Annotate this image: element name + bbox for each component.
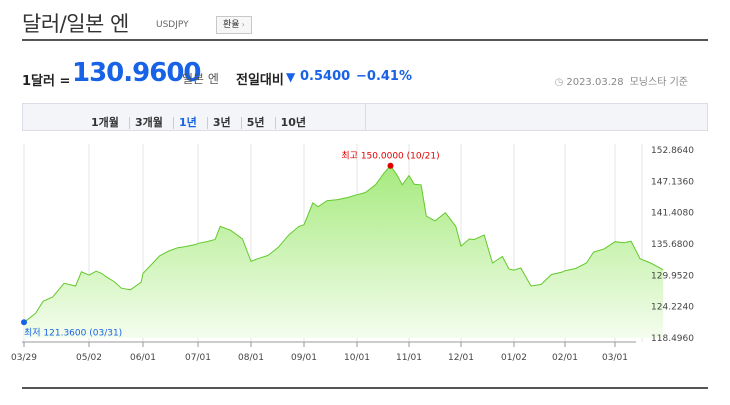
exchange-button[interactable]: 환율 › xyxy=(216,16,252,34)
rate-area xyxy=(24,165,664,338)
max-point-marker xyxy=(387,162,394,169)
max-annotation: 최고 150.0000 (10/21) xyxy=(341,151,439,162)
y-tick-label: 124.2240 xyxy=(651,303,694,313)
x-tick-label: 10/01 xyxy=(344,353,370,363)
tab-1-year[interactable]: 1년 xyxy=(173,117,202,129)
down-arrow-icon: ▼ xyxy=(286,70,296,84)
min-annotation: 최저 121.3600 (03/31) xyxy=(24,327,122,338)
as-of-info: ◷ 2023.03.28 모닝스타 기준 xyxy=(555,73,688,88)
page-title: 달러/일본 엔 xyxy=(22,12,129,36)
x-tick-label: 02/01 xyxy=(552,353,578,363)
x-axis: 03/29 05/02 06/01 07/01 08/01 09/01 10/01 11/01… xyxy=(11,342,628,363)
bottom-divider xyxy=(22,387,708,389)
rate-line xyxy=(23,164,664,323)
tab-3-years[interactable]: 3년 xyxy=(206,117,236,129)
title-row: 달러/일본 엔 USDJPY 환율 › xyxy=(22,8,708,38)
y-tick-label: 141.4080 xyxy=(651,209,694,219)
period-tab-list: 1개월 3개월 1년 3년 5년 10년 xyxy=(91,111,311,130)
tab-1-month[interactable]: 1개월 xyxy=(91,116,119,129)
x-tick-label: 06/01 xyxy=(130,353,156,363)
y-tick-label: 118.4960 xyxy=(651,334,694,344)
x-tick-label: 08/01 xyxy=(238,353,264,363)
x-tick-label: 03/29 xyxy=(11,353,37,363)
tab-10-years[interactable]: 10년 xyxy=(274,117,311,129)
y-tick-label: 135.6800 xyxy=(651,240,694,250)
y-tick-label: 129.9520 xyxy=(651,271,694,281)
as-of-date: 2023.03.28 xyxy=(566,77,624,88)
x-tick-label: 01/02 xyxy=(501,353,527,363)
as-of-note: 모닝스타 기준 xyxy=(629,77,688,88)
clock-icon: ◷ xyxy=(554,77,564,88)
rate-prefix: 1달러 = xyxy=(22,74,71,89)
min-point-marker xyxy=(21,319,27,326)
change-percent: −0.41% xyxy=(356,69,412,84)
ticker-symbol: USDJPY xyxy=(156,20,189,30)
period-tabs: 1개월 3개월 1년 3년 5년 10년 xyxy=(22,103,708,131)
rate-unit: 일본 엔 xyxy=(182,72,219,86)
exchange-button-label: 환율 xyxy=(223,20,240,30)
tabs-divider xyxy=(365,104,366,130)
x-tick-label: 03/01 xyxy=(602,353,628,363)
x-tick-label: 07/01 xyxy=(185,353,211,363)
exchange-rate-chart: 152.8640 147.1360 141.4080 135.6800 129.9520… xyxy=(11,144,694,363)
x-tick-label: 12/01 xyxy=(448,353,474,363)
rate-row: 1달러 = 130.9600 일본 엔 전일대비 ▼ 0.5400 −0.41%… xyxy=(22,58,708,90)
y-tick-label: 147.1360 xyxy=(651,177,694,187)
chevron-right-icon: › xyxy=(241,20,245,29)
x-tick-label: 09/01 xyxy=(291,353,317,363)
tab-3-months[interactable]: 3개월 xyxy=(129,117,168,129)
x-tick-label: 11/01 xyxy=(396,353,422,363)
x-tick-label: 05/02 xyxy=(76,353,102,363)
change-value: 0.5400 xyxy=(300,69,351,84)
title-divider xyxy=(22,39,708,41)
rate-value: 130.9600 xyxy=(72,58,202,88)
tab-5-years[interactable]: 5년 xyxy=(240,117,270,129)
y-tick-label: 152.8640 xyxy=(651,146,694,156)
y-axis: 152.8640 147.1360 141.4080 135.6800 129.9520… xyxy=(651,146,694,344)
change-label: 전일대비 xyxy=(236,73,284,88)
